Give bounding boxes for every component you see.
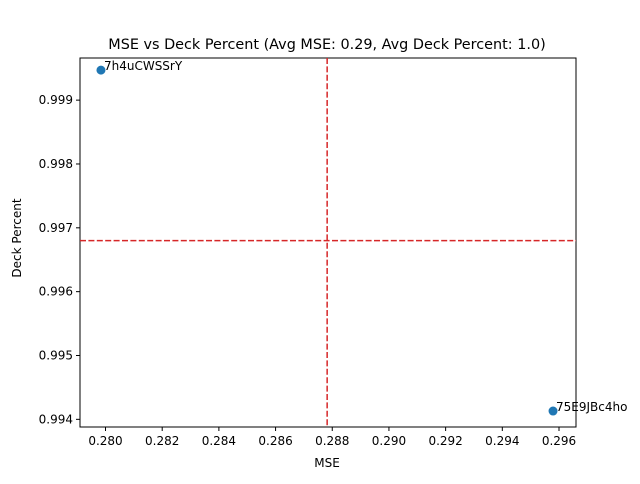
data-point: [548, 406, 558, 416]
axes-frame: [79, 57, 577, 428]
plot-background: [80, 58, 576, 427]
data-point: [96, 65, 106, 75]
chart-title: MSE vs Deck Percent (Avg MSE: 0.29, Avg …: [108, 37, 545, 53]
y-axis-label: Deck Percent: [10, 198, 24, 277]
x-tick-label: 0.282: [145, 434, 179, 448]
data-points: [96, 65, 558, 416]
y-tick-label: 0.996: [39, 285, 73, 299]
x-tick-label: 0.280: [88, 434, 122, 448]
x-tick-label: 0.284: [202, 434, 236, 448]
x-axis: 0.280 0.282 0.284 0.286 0.288 0.290 0.292 0.294…: [88, 427, 576, 448]
x-tick-label: 0.290: [372, 434, 406, 448]
x-tick-label: 0.288: [315, 434, 349, 448]
y-tick-label: 0.998: [39, 157, 73, 171]
point-labels: 7h4uCWSSrY 75E9JBc4ho: [104, 59, 628, 414]
reference-lines: [80, 58, 576, 427]
x-tick-label: 0.292: [428, 434, 462, 448]
y-tick-label: 0.994: [39, 412, 73, 426]
x-tick-label: 0.296: [542, 434, 576, 448]
plot-area: [79, 57, 577, 428]
y-tick-label: 0.995: [39, 348, 73, 362]
point-label: 7h4uCWSSrY: [104, 59, 183, 73]
y-axis: 0.994 0.995 0.996 0.997 0.998 0.999: [39, 93, 80, 426]
x-tick-label: 0.286: [258, 434, 292, 448]
y-tick-label: 0.997: [39, 221, 73, 235]
x-axis-label: MSE: [314, 456, 340, 470]
y-tick-label: 0.999: [39, 93, 73, 107]
x-tick-label: 0.294: [485, 434, 519, 448]
point-label: 75E9JBc4ho: [556, 400, 627, 414]
